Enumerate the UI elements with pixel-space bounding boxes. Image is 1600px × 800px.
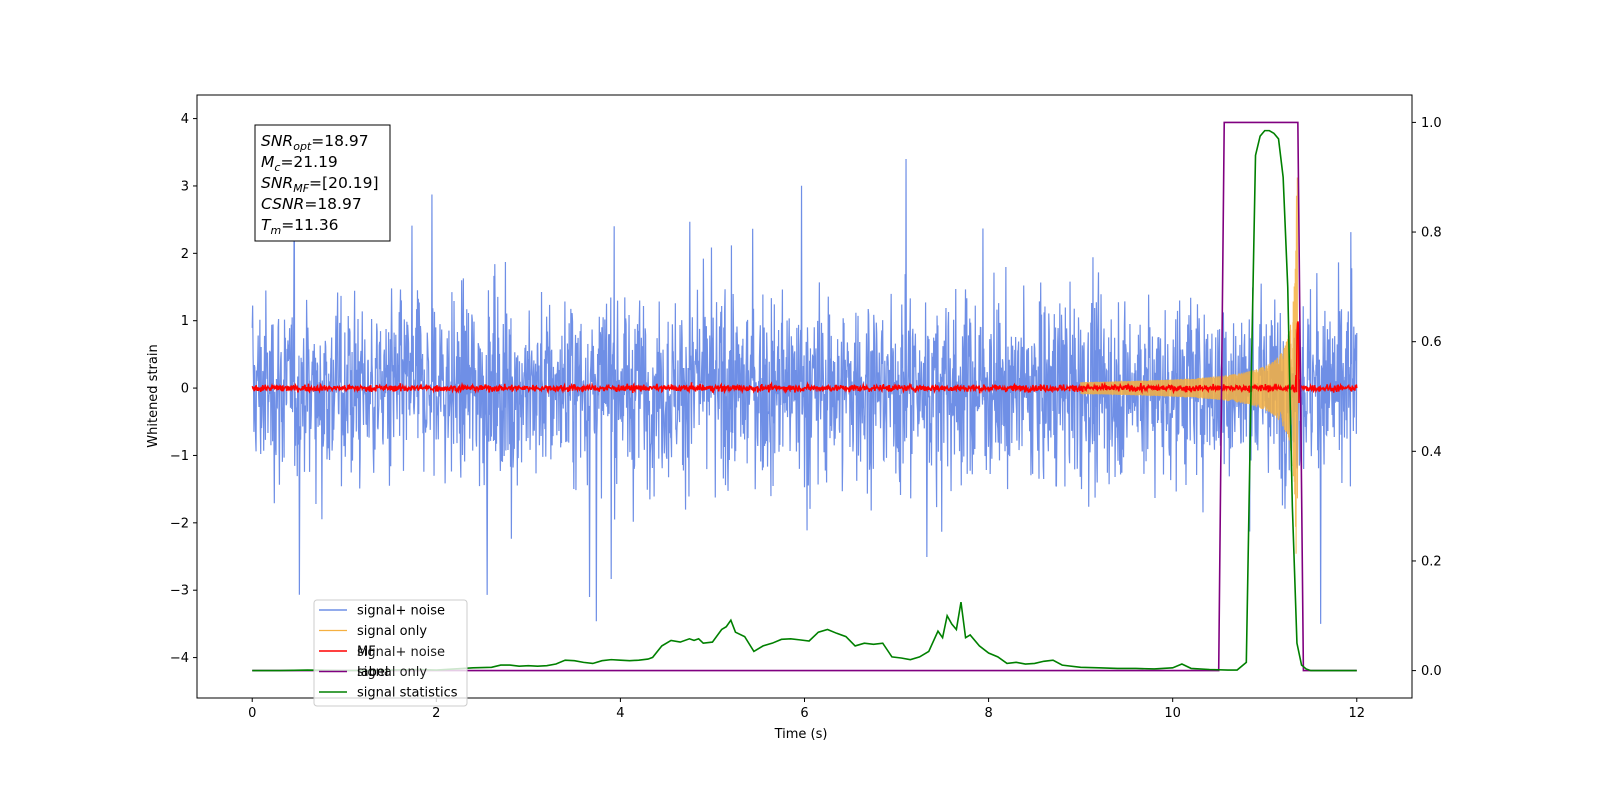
y-tick-label: 2	[181, 247, 189, 262]
legend-frame	[313, 599, 468, 707]
y-tick-label: −4	[170, 651, 189, 666]
stat-line: Tm=11.36	[261, 216, 339, 237]
legend-ghost-text: signal only	[357, 665, 427, 680]
y2-tick-label: 0.4	[1421, 445, 1442, 460]
x-tick-label: 12	[1348, 706, 1365, 721]
x-tick-label: 2	[432, 706, 440, 721]
x-axis-label: Time (s)	[774, 727, 828, 742]
y2-tick-label: 0.8	[1421, 226, 1442, 241]
legend-entry: signal+ noise	[357, 604, 445, 619]
y-tick-label: 1	[181, 314, 189, 329]
x-tick-label: 4	[616, 706, 624, 721]
series-signal-noise-line	[251, 159, 1358, 624]
x-tick-label: 6	[800, 706, 808, 721]
series-mf-line	[251, 321, 1358, 403]
plot-area	[251, 121, 1358, 672]
legend-entry: signal only	[357, 624, 427, 639]
y2-tick-label: 1.0	[1421, 116, 1442, 131]
y-tick-label: 4	[181, 112, 189, 127]
legend: signal+ noise signal only signal+ noise sig…	[313, 599, 468, 707]
y-tick-label: −1	[170, 449, 189, 464]
stat-line: SNRMF=[20.19]	[261, 174, 379, 195]
y2-tick-label: 0.2	[1421, 554, 1442, 569]
stat-line: Mc=21.19	[261, 153, 338, 174]
series-signal-statistics-line	[252, 129, 1357, 672]
y-tick-label: −2	[170, 516, 189, 531]
legend-entry: label	[357, 665, 388, 680]
stats-box: SNRopt=18.97Mc=21.19SNRMF=[20.19]CSNR=18…	[254, 124, 391, 242]
y-axis-label: Whitened strain	[146, 344, 161, 447]
x-tick-label: 10	[1164, 706, 1181, 721]
y-tick-label: 3	[181, 179, 189, 194]
stat-line: SNRopt=18.97	[261, 132, 369, 153]
legend-entry: signal statistics	[357, 686, 458, 701]
legend-ghost-text: signal+ noise	[357, 645, 445, 660]
y2-tick-label: 0.6	[1421, 335, 1442, 350]
x-tick-label: 8	[984, 706, 992, 721]
stats-box-frame	[254, 124, 391, 242]
y-axis-left: 4 3 2 1 0 −1 −2 −3 −4	[170, 112, 197, 666]
legend-entry: MF	[357, 645, 376, 660]
y-tick-label: −3	[170, 584, 189, 599]
y2-tick-label: 0.0	[1421, 664, 1442, 679]
y-axis-right: 1.0 0.8 0.6 0.4 0.2 0.0	[1412, 116, 1442, 679]
stat-line: CSNR=18.97	[261, 195, 362, 213]
y-tick-label: 0	[181, 382, 189, 397]
x-tick-label: 0	[248, 706, 256, 721]
